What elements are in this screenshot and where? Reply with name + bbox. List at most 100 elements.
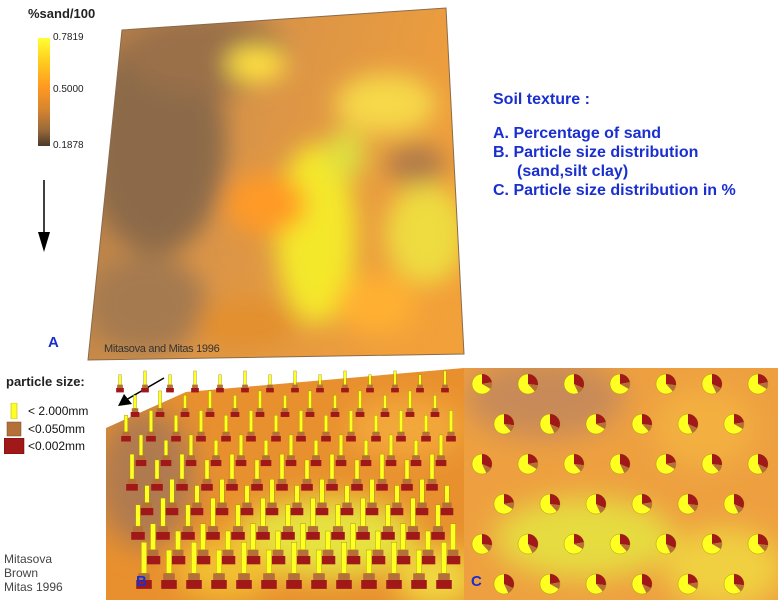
cylinder-glyph <box>345 523 361 565</box>
cylinder-glyph <box>261 549 277 589</box>
panel-a-credit: Mitasova and Mitas 1996 <box>104 343 220 355</box>
cylinder-glyph <box>130 395 140 417</box>
cylinder-glyph <box>191 370 199 393</box>
cylinder-glyph <box>116 374 124 393</box>
cylinder-glyph <box>421 415 431 442</box>
legend-label-sand: < 2.000mm <box>28 404 89 418</box>
cylinder-glyph <box>356 497 370 540</box>
cylinder-glyph <box>270 530 286 565</box>
cylinder-glyph <box>346 410 356 442</box>
pie-glyph <box>723 413 745 435</box>
cylinder-glyph <box>185 434 197 467</box>
cylinder-glyph <box>155 390 165 417</box>
pie-glyph <box>631 493 653 515</box>
cylinder-glyph <box>260 440 272 467</box>
pie-glyph <box>563 453 585 475</box>
pie-glyph <box>539 573 561 595</box>
particle-size-distribution-3d <box>106 368 464 600</box>
cylinder-glyph <box>165 478 179 516</box>
item-a-text: A. Percentage of sand <box>493 125 662 142</box>
cylinder-glyph <box>276 453 288 491</box>
pie-glyph <box>539 413 561 435</box>
particle-size-title: particle size: <box>6 374 85 389</box>
pie-glyph <box>723 493 745 515</box>
cylinder-glyph <box>351 459 363 491</box>
cylinder-glyph <box>241 370 249 393</box>
cylinder-glyph <box>370 530 386 565</box>
cylinder-glyph <box>121 415 131 442</box>
cylinder-glyph <box>435 434 447 467</box>
cylinder-glyph <box>366 374 374 393</box>
cylinder-glyph <box>395 523 411 565</box>
pie-glyph <box>563 533 585 555</box>
cylinder-glyph <box>410 440 422 467</box>
cylinder-glyph <box>290 485 304 516</box>
cylinder-glyph <box>171 415 181 442</box>
cylinder-glyph <box>226 453 238 491</box>
cylinder-glyph <box>245 523 261 565</box>
colorbar-mid-label: 0.5000 <box>53 84 84 95</box>
cylinder-glyph <box>285 434 297 467</box>
cylinder-glyph <box>330 395 340 417</box>
cylinder-glyph <box>186 542 202 589</box>
sand-percentage-surface <box>87 7 465 361</box>
pie-glyph <box>585 413 607 435</box>
pie-glyph <box>539 493 561 515</box>
pie-glyph <box>517 453 539 475</box>
cylinder-glyph <box>416 374 424 393</box>
cylinder-glyph <box>301 459 313 491</box>
cylinder-glyph <box>195 523 211 565</box>
cylinder-glyph <box>401 459 413 491</box>
pie-glyph <box>655 453 677 475</box>
cylinder-glyph <box>340 485 354 516</box>
cylinder-glyph <box>240 485 254 516</box>
cylinder-glyph <box>390 485 404 516</box>
clay-swatch-icon <box>4 438 25 454</box>
cylinder-glyph <box>415 478 429 516</box>
pie-glyph <box>701 533 723 555</box>
cylinder-glyph <box>291 370 299 393</box>
pie-glyph <box>655 533 677 555</box>
pie-glyph <box>609 373 631 395</box>
cylinder-glyph <box>126 453 138 491</box>
credit-line-1: Mitasova <box>4 552 53 566</box>
pie-glyph <box>517 373 539 395</box>
pie-glyph <box>631 413 653 435</box>
pie-glyph <box>471 453 493 475</box>
cylinder-glyph <box>151 459 163 491</box>
legend-label-clay: <0.002mm <box>28 439 86 453</box>
pie-glyphs <box>471 373 769 595</box>
cylinder-glyph <box>411 549 427 589</box>
pie-glyph <box>677 573 699 595</box>
cylinder-glyph <box>280 395 290 417</box>
cylinder-glyph <box>196 410 206 442</box>
cylinder-glyph <box>296 410 306 442</box>
cylinder-glyph <box>220 530 236 565</box>
pie-glyph <box>493 493 515 515</box>
cylinder-glyph <box>271 415 281 442</box>
cylinder-glyph <box>306 497 320 540</box>
pie-glyph <box>747 453 769 475</box>
cylinder-glyph <box>305 390 315 417</box>
cylinder-glyph <box>405 390 415 417</box>
cylinder-glyph <box>441 370 449 393</box>
view-direction-arrow-icon <box>38 180 50 252</box>
cylinder-glyph <box>440 485 454 516</box>
cylinder-glyph <box>131 504 145 540</box>
cylinder-glyph <box>206 497 220 540</box>
cylinder-glyph <box>391 370 399 393</box>
cylinder-glyph <box>426 453 438 491</box>
pie-glyph <box>585 493 607 515</box>
cylinder-glyph <box>135 434 147 467</box>
pie-glyph <box>677 413 699 435</box>
cylinder-glyph <box>210 440 222 467</box>
colorbar-title: %sand/100 <box>28 6 96 21</box>
cylinder-glyph <box>251 459 263 491</box>
panel-b-label: B <box>136 573 147 590</box>
cylinder-glyph <box>236 542 252 589</box>
cylinder-glyph <box>335 434 347 467</box>
pie-glyph <box>609 453 631 475</box>
soil-texture-title: Soil texture : <box>493 91 590 108</box>
cylinder-glyph <box>205 390 215 417</box>
pie-glyph <box>471 533 493 555</box>
